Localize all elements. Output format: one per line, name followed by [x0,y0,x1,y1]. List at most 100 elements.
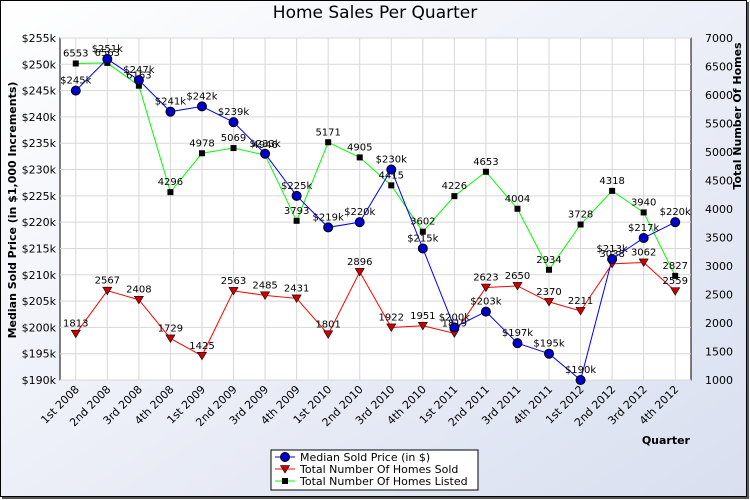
data-label: 3602 [410,217,435,228]
data-label: $225k [281,181,312,192]
data-point [388,182,395,189]
series-line [75,62,676,277]
data-label: $200k [439,312,470,323]
data-label: $247k [123,65,154,76]
data-label: $195k [533,339,564,350]
y-tick-label: $250k [22,58,57,71]
data-label: 6553 [63,48,88,59]
data-point [260,148,271,159]
data-point [609,187,616,194]
data-point [165,106,176,117]
y2-tick-label: 2000 [705,317,733,330]
data-label: 5171 [315,127,340,138]
data-label: $203k [470,297,501,308]
data-label: 2211 [568,296,593,307]
data-point [102,54,113,65]
y-tick-label: $240k [22,111,57,124]
data-point [544,348,555,359]
data-label: $251k [92,44,123,55]
y2-tick-label: 3000 [705,260,733,273]
data-point [293,217,300,224]
data-point [640,209,647,216]
data-label: 2431 [284,283,309,294]
data-point [480,283,491,293]
y2-tick-label: 5000 [705,146,733,159]
data-label: 2559 [662,276,687,287]
data-label: $215k [407,233,438,244]
data-point [638,232,649,243]
data-label: 1951 [410,311,435,322]
data-label: $219k [313,212,344,223]
data-label: 1813 [63,319,88,330]
data-point [72,60,79,67]
data-label: 6563 [95,48,120,59]
y2-tick-label: 2500 [705,289,733,302]
data-label: 2623 [473,272,498,283]
data-point [291,190,302,201]
y-tick-label: $255k [22,32,57,45]
data-label: 4226 [442,181,467,192]
data-point [291,294,302,304]
data-label: 1425 [189,341,214,352]
data-label: $239k [218,107,249,118]
y-tick-label: $220k [22,216,57,229]
x-axis-title: Quarter [642,434,691,447]
data-point [449,322,460,333]
data-label: 4004 [505,194,530,205]
data-point [325,139,332,146]
data-label: 3728 [568,210,593,221]
data-label: 3062 [631,247,656,258]
y2-axis-title: Total Number Of Homes [731,42,744,190]
data-point [133,295,144,305]
data-point [480,306,491,317]
y-tick-label: $215k [22,242,57,255]
data-point [672,272,679,279]
data-label: 4415 [379,170,404,181]
data-label: $217k [628,223,659,234]
chart-title: Home Sales Per Quarter [273,3,477,23]
data-point [196,351,208,361]
data-point [133,75,144,86]
data-label: 2408 [126,285,151,296]
data-label: 4946 [252,140,277,151]
data-point [451,193,458,200]
legend-label: Total Number Of Homes Sold [299,463,458,476]
y-tick-label: $245k [22,85,57,98]
data-label: 2485 [252,280,277,291]
y-axis-title: Median Sold Price (in $1,000 Increments) [6,82,19,339]
data-label: 1922 [379,312,404,323]
data-label: 4905 [347,142,372,153]
legend-box [270,449,479,491]
series-line [75,261,676,357]
data-point [638,258,649,268]
legend-marker [282,478,288,484]
data-point [512,338,523,349]
data-point [70,329,81,339]
data-label: $190k [565,365,596,376]
legend: Median Sold Price (in $)Total Number Of … [270,449,479,491]
y2-tick-label: 6500 [705,61,733,74]
data-point [577,221,584,228]
data-label: 3793 [284,206,309,217]
data-label: 2563 [221,276,246,287]
data-point [70,85,81,96]
data-label: 5069 [221,133,246,144]
data-point [386,164,397,175]
data-point [102,286,113,296]
data-label: $242k [186,91,217,102]
data-label: $220k [344,207,375,218]
y2-tick-label: 3500 [705,232,733,245]
y2-tick-label: 5500 [705,118,733,131]
y2-tick-label: 6000 [705,89,733,102]
data-point [575,307,586,316]
y-tick-label: $210k [22,269,57,282]
data-label: 1801 [315,319,340,330]
legend-label: Median Sold Price (in $) [300,451,430,464]
data-point [323,330,334,339]
data-point [356,154,363,161]
data-label: 2650 [505,271,530,282]
data-point [546,266,553,273]
data-label: 3940 [631,197,656,208]
data-point [607,253,618,264]
